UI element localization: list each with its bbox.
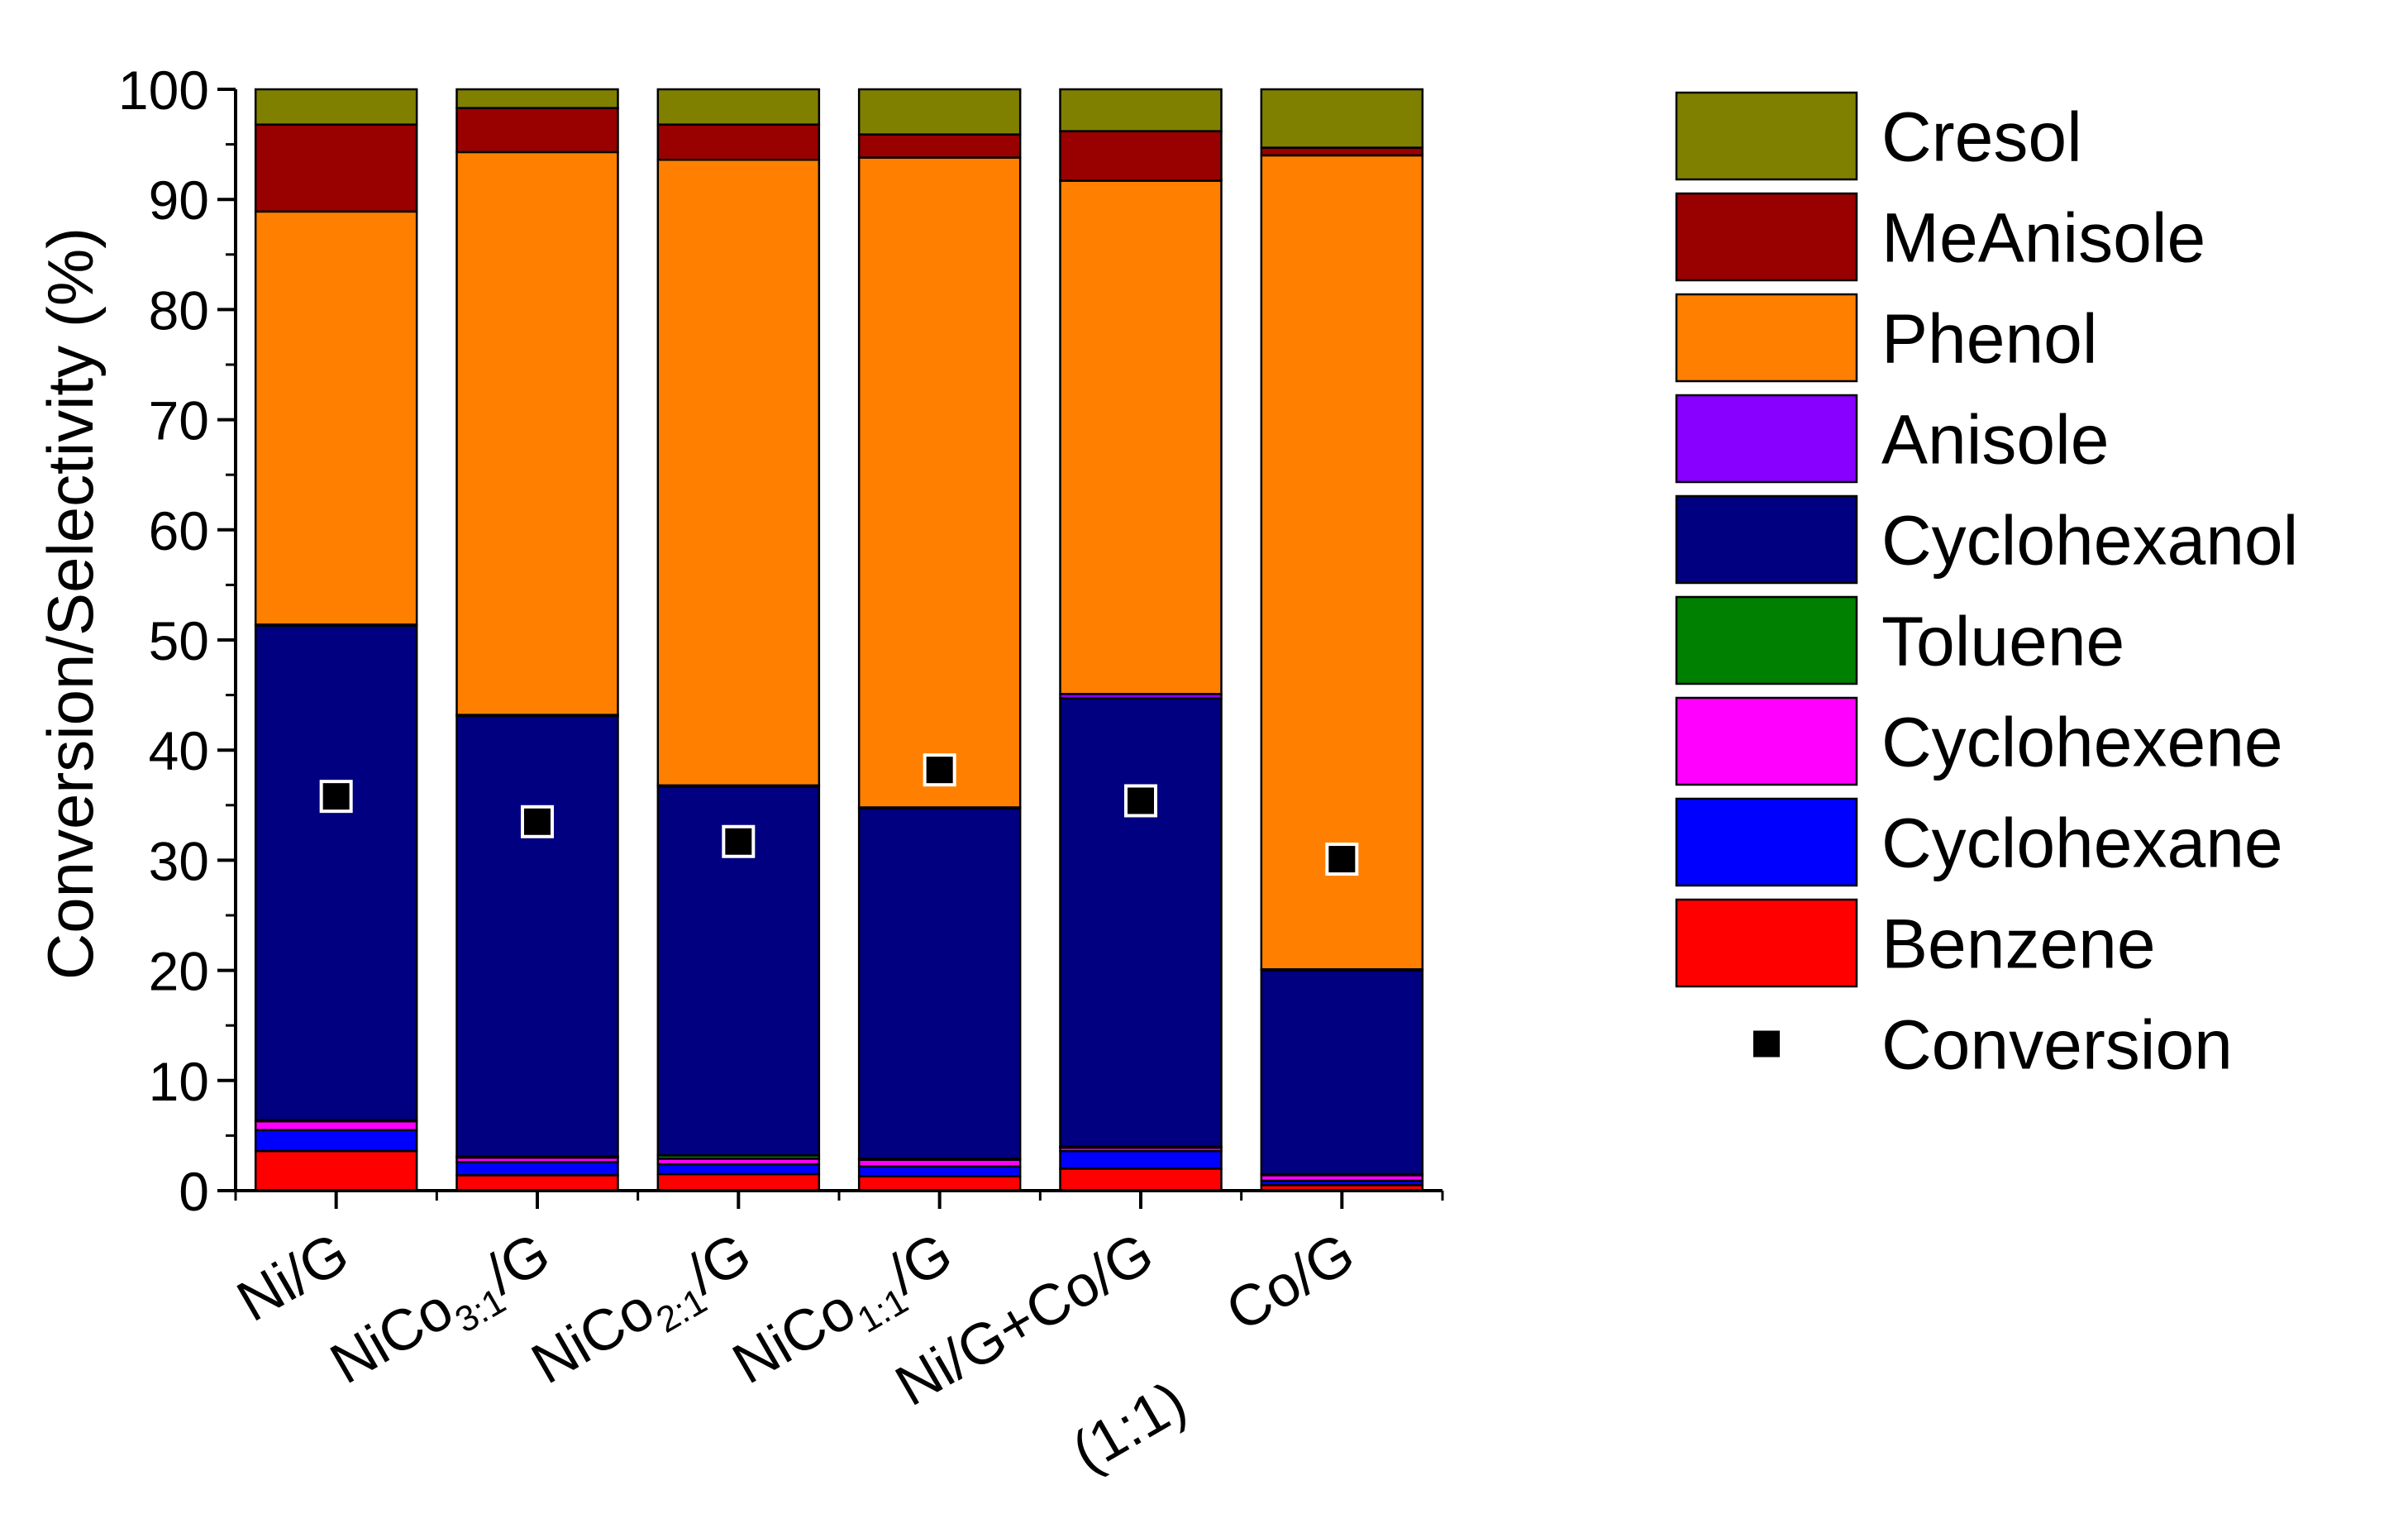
- legend-label-benzene: Benzene: [1881, 905, 2156, 983]
- bar-segment-cyclohexanol-4: [857, 807, 1022, 1160]
- bar-segment-phenol-4: [857, 156, 1022, 809]
- bar-segment-cyclohexane-2: [455, 1161, 619, 1177]
- bar-segment-cyclohexanol-6: [1260, 969, 1424, 1176]
- y-tick-label: 30: [149, 830, 209, 891]
- bar-segment-cyclohexane-3: [656, 1163, 821, 1176]
- conversion-point-3: [722, 824, 756, 858]
- bar-segment-meanisole-1: [254, 123, 418, 213]
- conversion-point-2: [521, 805, 554, 838]
- legend-swatch-cyclohexanol: [1675, 494, 1858, 585]
- y-tick-label: 70: [149, 390, 209, 451]
- y-tick-label: 100: [118, 60, 209, 121]
- bar-segment-benzene-1: [254, 1149, 418, 1192]
- legend-swatch-conversion: [1753, 1030, 1780, 1058]
- bar-segment-benzene-5: [1059, 1167, 1223, 1192]
- bar-segment-cresol-1: [254, 88, 418, 126]
- bar-segment-phenol-3: [656, 158, 821, 787]
- x-tick-label: NiCo3:1/G: [320, 1220, 565, 1405]
- y-tick-label: 50: [149, 610, 209, 671]
- legend-label-cyclohexene: Cyclohexene: [1881, 704, 2283, 781]
- x-tick-label: Ni/G: [226, 1220, 359, 1334]
- legend-swatch-meanisole: [1675, 192, 1858, 282]
- y-tick-label: 80: [149, 279, 209, 341]
- y-tick-label: 10: [149, 1051, 209, 1112]
- legend-swatch-toluene: [1675, 595, 1858, 685]
- legend-swatch-cyclohexane: [1675, 797, 1858, 887]
- bar-segment-cresol-3: [656, 88, 821, 126]
- y-tick-label: 0: [179, 1161, 209, 1222]
- legend-swatch-benzene: [1675, 898, 1858, 988]
- bar-segment-cyclohexane-5: [1059, 1149, 1223, 1170]
- legend-label-phenol: Phenol: [1881, 300, 2098, 378]
- legend-label-conversion: Conversion: [1881, 1006, 2233, 1084]
- bar-segment-benzene-4: [857, 1175, 1022, 1192]
- bar-segment-meanisole-5: [1059, 130, 1223, 182]
- legend-label-cyclohexane: Cyclohexane: [1881, 805, 2283, 882]
- x-tick-label-main: NiCo: [521, 1276, 665, 1396]
- bar-segment-cyclohexane-4: [857, 1165, 1022, 1177]
- y-axis-label: Conversion/Selectivity (%): [34, 227, 107, 980]
- x-tick-label-line2: (1:1): [1061, 1368, 1197, 1484]
- legend-label-anisole: Anisole: [1881, 401, 2110, 479]
- bar-segment-cresol-2: [455, 88, 619, 109]
- bar-segment-meanisole-3: [656, 123, 821, 161]
- legend-label-cresol: Cresol: [1881, 98, 2082, 176]
- bar-segment-cyclohexanol-5: [1059, 697, 1223, 1148]
- bar-segment-cyclohexene-1: [254, 1120, 418, 1131]
- legend-label-toluene: Toluene: [1881, 603, 2124, 680]
- bar-segment-phenol-2: [455, 150, 619, 716]
- bar-segment-meanisole-4: [857, 133, 1022, 159]
- x-tick-label-main: NiCo: [722, 1276, 865, 1396]
- x-tick-label: Co/G: [1215, 1220, 1365, 1343]
- x-tick-label: NiCo2:1/G: [521, 1220, 766, 1405]
- conversion-point-1: [319, 780, 353, 814]
- x-tick-label-main: Ni/G: [226, 1220, 359, 1334]
- bar-segment-cresol-6: [1260, 88, 1424, 149]
- legend-swatch-anisole: [1675, 394, 1858, 484]
- x-tick-label-main: NiCo: [320, 1276, 464, 1396]
- legend-swatch-cyclohexene: [1675, 696, 1858, 786]
- conversion-point-6: [1325, 843, 1359, 876]
- y-tick-label: 20: [149, 941, 209, 1002]
- bar-segment-phenol-5: [1059, 179, 1223, 695]
- bar-segment-phenol-1: [254, 210, 418, 626]
- legend-swatch-phenol: [1675, 293, 1858, 383]
- legend-label-meanisole: MeAnisole: [1881, 199, 2205, 277]
- bar-segment-benzene-3: [656, 1172, 821, 1192]
- y-tick-label: 90: [149, 170, 209, 231]
- bar-segment-meanisole-6: [1260, 146, 1424, 157]
- bars-layer: [254, 88, 1424, 1192]
- legend: Cresol MeAnisole Phenol Anisole Cyclohexanol…: [1675, 91, 2298, 1084]
- conversion-point-5: [1124, 784, 1157, 818]
- bar-segment-cyclohexanol-2: [455, 714, 619, 1158]
- bar-segment-cyclohexane-1: [254, 1129, 418, 1153]
- legend-swatch-cresol: [1675, 91, 1858, 181]
- x-tick-label-main: Co/G: [1215, 1220, 1365, 1343]
- bar-segment-cresol-4: [857, 88, 1022, 136]
- conversion-point-4: [923, 753, 956, 787]
- bar-segment-cyclohexanol-1: [254, 624, 418, 1122]
- bar-segment-meanisole-2: [455, 107, 619, 154]
- y-tick-label: 40: [149, 720, 209, 781]
- legend-label-cyclohexanol: Cyclohexanol: [1881, 502, 2298, 580]
- bar-segment-cresol-5: [1059, 88, 1223, 132]
- y-tick-label: 60: [149, 500, 209, 561]
- conversion-markers: [319, 753, 1359, 876]
- bar-segment-benzene-2: [455, 1174, 619, 1192]
- bar-segment-phenol-6: [1260, 154, 1424, 971]
